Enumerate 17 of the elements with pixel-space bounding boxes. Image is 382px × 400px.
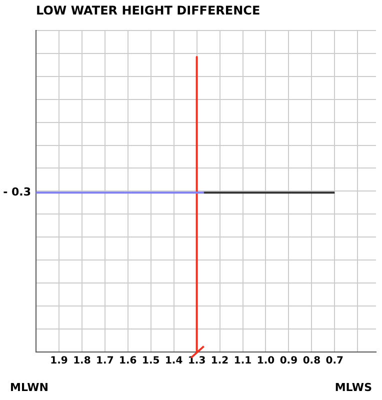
text: MLWN bbox=[10, 380, 48, 394]
x-tick-label: 1.5 bbox=[142, 356, 160, 367]
text: - 0.3 bbox=[3, 186, 31, 199]
x-tick-label: 1.0 bbox=[256, 356, 275, 367]
x-tick-label: 1.2 bbox=[210, 356, 229, 367]
x-tick-label: 1.4 bbox=[164, 356, 183, 367]
x-tick-label: 0.9 bbox=[280, 356, 298, 367]
x-tick-label: 0.7 bbox=[326, 356, 344, 367]
x-tick-label: 1.8 bbox=[73, 356, 91, 367]
x-tick-label: 1.1 bbox=[234, 356, 252, 367]
x-tick-label: 1.6 bbox=[119, 356, 137, 367]
x-tick-label: 1.3 bbox=[188, 356, 206, 367]
x-tick-label: 0.8 bbox=[302, 356, 321, 367]
text: MLWS bbox=[334, 380, 372, 394]
chart-title: LOW WATER HEIGHT DIFFERENCE bbox=[36, 3, 260, 18]
x-tick-label: 1.7 bbox=[96, 356, 114, 367]
x-tick-label: 1.9 bbox=[50, 356, 68, 367]
